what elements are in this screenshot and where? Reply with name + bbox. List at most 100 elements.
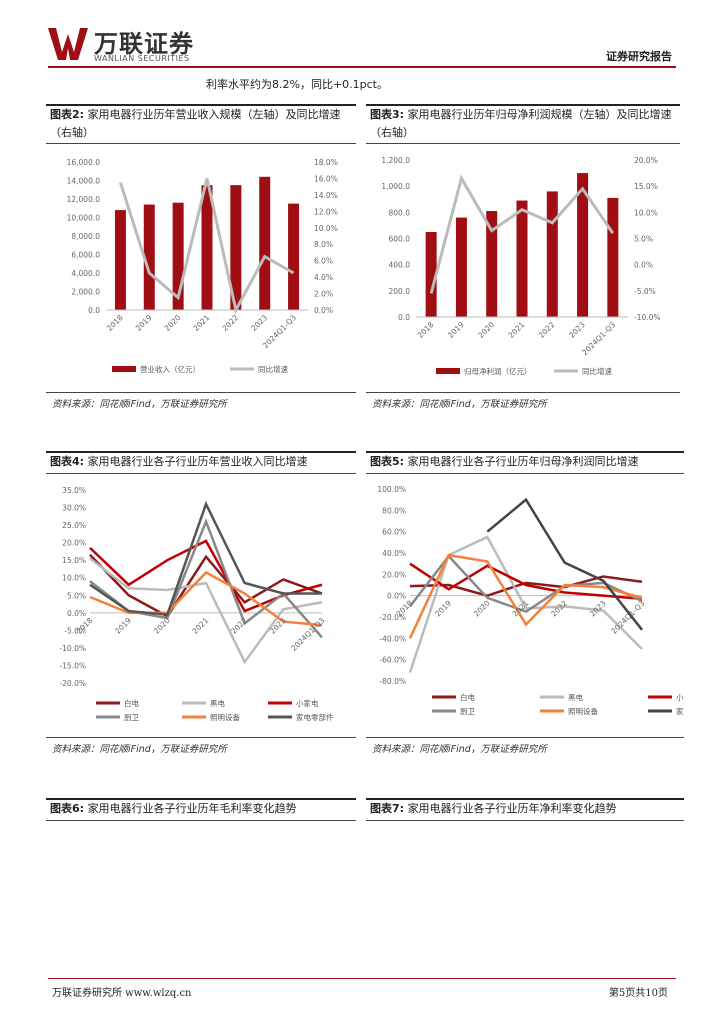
fig5-source: 资料来源：同花顺iFind，万联证券研究所 (372, 744, 547, 755)
y-tick-label: -5.0% (64, 626, 86, 635)
brand-name-en: WANLIAN SECURITIES (94, 54, 190, 63)
fig7-title: 图表7: 家用电器行业各子行业历年净利率变化趋势 (370, 802, 617, 815)
fig2-title: 图表2: 家用电器行业历年营业收入规模（左轴）及同比增速（右轴） (50, 108, 341, 139)
y-right-tick-label: 18.0% (314, 158, 338, 167)
series-line (89, 557, 323, 665)
legend-label: 小家电 (296, 698, 319, 708)
y-right-tick-label: 14.0% (314, 191, 338, 200)
legend-label: 家电零部件 (676, 706, 684, 716)
legend-bar-swatch (436, 368, 460, 374)
y-tick-label: 20.0% (62, 539, 86, 548)
y-right-tick-label: 6.0% (314, 257, 333, 266)
y-tick-label: 15.0% (62, 556, 86, 565)
legend-label: 小家电 (676, 692, 684, 702)
fig5-title: 图表5: 家用电器行业各子行业历年归母净利润同比增速 (370, 455, 639, 468)
y-right-tick-label: 2.0% (314, 290, 333, 299)
series-line (409, 575, 643, 597)
footer-site: 万联证券研究所 www.wlzq.cn (52, 988, 192, 999)
legend-label: 白电 (460, 692, 475, 702)
y-left-tick-label: 800.0 (389, 208, 411, 217)
y-tick-label: 30.0% (62, 504, 86, 513)
legend-label: 黑电 (568, 692, 583, 702)
y-tick-label: 0.0% (67, 609, 86, 618)
fig3-title: 图表3: 家用电器行业历年归母净利润规模（左轴）及同比增速（右轴） (370, 108, 672, 139)
y-right-tick-label: 16.0% (314, 174, 338, 183)
fig2-bottom-rule (46, 392, 356, 393)
x-tick-label: 2022 (549, 599, 569, 619)
y-tick-label: -20.0% (379, 613, 406, 622)
y-left-tick-label: 0.0 (88, 306, 100, 315)
y-right-tick-label: 5.0% (634, 235, 653, 244)
x-tick-label: 2022 (229, 616, 249, 636)
fig4-title-rule (46, 473, 356, 474)
bar (114, 210, 126, 310)
legend-label: 营业收入（亿元） (140, 364, 200, 374)
bar (288, 203, 300, 310)
x-tick-label: 2020 (152, 616, 172, 636)
fig5-bottom-rule (366, 737, 684, 738)
y-left-tick-label: 16,000.0 (67, 158, 101, 167)
fig2-top-rule (46, 104, 356, 106)
y-right-tick-label: 20.0% (634, 156, 658, 165)
x-tick-label: 2019 (113, 616, 133, 636)
bar (486, 211, 498, 317)
fig3-bottom-rule (366, 392, 680, 393)
x-tick-label: 2021 (191, 616, 211, 636)
x-tick-label: 2018 (416, 320, 436, 340)
series-line (409, 562, 643, 601)
y-left-tick-label: 1,000.0 (381, 182, 410, 191)
legend-label: 厨卫 (460, 707, 475, 716)
x-tick-label: 2022 (220, 313, 240, 333)
y-right-tick-label: 8.0% (314, 240, 333, 249)
y-left-tick-label: 600.0 (389, 235, 411, 244)
x-tick-label: 2020 (472, 599, 492, 619)
x-tick-label: 2023 (567, 320, 587, 340)
fig5-chart: -80.0% -60.0% -40.0% -20.0% 0.0% 20.0% 40.0% 60… (377, 485, 684, 716)
y-tick-label: -15.0% (59, 661, 86, 670)
intro-text: 利率水平约为8.2%，同比+0.1pct。 (206, 78, 388, 91)
series-line (89, 554, 323, 618)
header-divider (48, 66, 676, 68)
series-line (89, 570, 323, 627)
legend-label: 黑电 (210, 698, 225, 708)
fig3-source: 资料来源：同花顺iFind，万联证券研究所 (372, 399, 547, 410)
y-tick-label: 60.0% (382, 528, 406, 537)
fig3-title-rule (366, 143, 680, 144)
legend-label: 照明设备 (210, 712, 240, 722)
growth-line (118, 178, 295, 315)
legend-label: 白电 (124, 698, 139, 708)
bar (577, 173, 589, 317)
y-tick-label: 80.0% (382, 506, 406, 515)
legend-label: 厨卫 (124, 713, 139, 722)
y-right-tick-label: 15.0% (634, 182, 658, 191)
y-right-tick-label: 12.0% (314, 207, 338, 216)
x-tick-label: 2020 (476, 320, 496, 340)
series-line (89, 500, 322, 616)
legend-label: 同比增速 (258, 364, 288, 374)
y-tick-label: 0.0% (387, 592, 406, 601)
y-tick-label: -20.0% (59, 679, 86, 688)
brand-name: 万联证券 (94, 30, 194, 58)
y-left-tick-label: 4,000.0 (71, 269, 100, 278)
y-tick-label: -60.0% (379, 656, 406, 665)
fig7-title-rule (366, 820, 684, 821)
y-left-tick-label: 6,000.0 (71, 251, 100, 260)
bar (201, 185, 213, 310)
y-right-tick-label: -5.0% (634, 287, 656, 296)
y-right-tick-label: -10.0% (634, 313, 661, 322)
y-tick-label: 100.0% (377, 485, 406, 494)
legend-label: 家电零部件 (296, 712, 334, 722)
fig3-top-rule (366, 104, 680, 106)
legend-bar-swatch (112, 366, 136, 372)
y-right-tick-label: 4.0% (314, 273, 333, 282)
x-tick-label: 2019 (134, 313, 154, 333)
bar (516, 200, 528, 317)
y-left-tick-label: 10,000.0 (67, 214, 101, 223)
fig5-top-rule (366, 451, 684, 453)
fig4-source: 资料来源：同花顺iFind，万联证券研究所 (52, 744, 227, 755)
brand-logo-icon (48, 28, 88, 60)
series-line (408, 553, 643, 639)
bar (425, 231, 437, 317)
series-line (89, 539, 323, 613)
x-tick-label: 2023 (588, 599, 608, 619)
